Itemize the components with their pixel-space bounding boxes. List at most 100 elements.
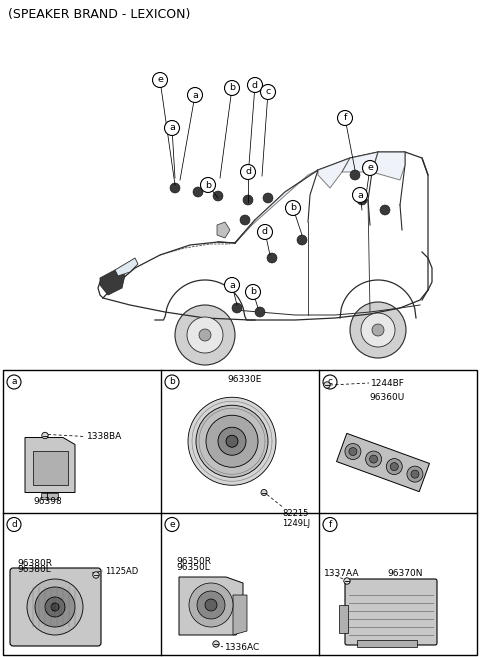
Circle shape bbox=[196, 405, 268, 477]
Bar bbox=[339, 605, 348, 633]
Circle shape bbox=[337, 110, 352, 125]
Circle shape bbox=[165, 375, 179, 389]
Circle shape bbox=[344, 578, 350, 584]
Circle shape bbox=[27, 579, 83, 635]
Circle shape bbox=[407, 466, 423, 482]
Text: 96370N: 96370N bbox=[387, 568, 422, 578]
Text: a: a bbox=[169, 124, 175, 133]
Circle shape bbox=[218, 427, 246, 455]
Circle shape bbox=[349, 447, 357, 455]
Text: 1336AC: 1336AC bbox=[225, 643, 260, 652]
Circle shape bbox=[350, 302, 406, 358]
Circle shape bbox=[240, 215, 250, 225]
Circle shape bbox=[248, 78, 263, 93]
Circle shape bbox=[153, 72, 168, 87]
Bar bbox=[357, 640, 417, 647]
FancyBboxPatch shape bbox=[345, 579, 437, 645]
Circle shape bbox=[199, 329, 211, 341]
Circle shape bbox=[42, 432, 48, 439]
Polygon shape bbox=[372, 152, 405, 180]
Circle shape bbox=[225, 81, 240, 95]
Circle shape bbox=[261, 489, 267, 495]
Text: a: a bbox=[357, 191, 363, 200]
Circle shape bbox=[170, 183, 180, 193]
Circle shape bbox=[370, 455, 378, 463]
Circle shape bbox=[51, 603, 59, 611]
Circle shape bbox=[350, 170, 360, 180]
Text: a: a bbox=[229, 281, 235, 290]
Circle shape bbox=[411, 470, 419, 478]
Circle shape bbox=[213, 641, 219, 647]
Polygon shape bbox=[115, 258, 138, 276]
Circle shape bbox=[366, 451, 382, 467]
Text: d: d bbox=[11, 520, 17, 529]
Circle shape bbox=[175, 305, 235, 365]
Circle shape bbox=[197, 591, 225, 619]
FancyBboxPatch shape bbox=[10, 568, 101, 646]
Text: e: e bbox=[367, 164, 373, 173]
Text: 96380L: 96380L bbox=[17, 565, 51, 574]
Text: 96360U: 96360U bbox=[369, 394, 404, 403]
Text: e: e bbox=[157, 76, 163, 85]
Bar bbox=[3, 370, 477, 655]
Circle shape bbox=[205, 599, 217, 611]
Circle shape bbox=[362, 160, 377, 175]
Circle shape bbox=[93, 572, 99, 578]
Circle shape bbox=[45, 597, 65, 617]
Circle shape bbox=[286, 200, 300, 215]
Circle shape bbox=[226, 435, 238, 447]
Text: 1244BF: 1244BF bbox=[371, 378, 405, 388]
Circle shape bbox=[352, 187, 368, 202]
Circle shape bbox=[225, 277, 240, 292]
Circle shape bbox=[213, 191, 223, 201]
Circle shape bbox=[357, 195, 367, 205]
Circle shape bbox=[380, 205, 390, 215]
Text: 96398: 96398 bbox=[33, 497, 62, 506]
Text: b: b bbox=[250, 288, 256, 296]
Polygon shape bbox=[318, 158, 350, 188]
Circle shape bbox=[257, 225, 273, 240]
Polygon shape bbox=[41, 493, 58, 499]
Circle shape bbox=[187, 317, 223, 353]
Circle shape bbox=[165, 120, 180, 135]
Circle shape bbox=[324, 382, 330, 388]
Circle shape bbox=[7, 518, 21, 532]
Circle shape bbox=[261, 85, 276, 99]
Circle shape bbox=[7, 375, 21, 389]
Text: 96380R: 96380R bbox=[17, 559, 52, 568]
Text: d: d bbox=[262, 227, 268, 237]
Polygon shape bbox=[233, 595, 247, 635]
Text: 82215
1249LJ: 82215 1249LJ bbox=[282, 509, 310, 528]
Polygon shape bbox=[235, 170, 318, 243]
Polygon shape bbox=[217, 222, 230, 238]
Circle shape bbox=[361, 313, 395, 347]
Text: d: d bbox=[245, 168, 251, 177]
Circle shape bbox=[263, 193, 273, 203]
Text: (SPEAKER BRAND - LEXICON): (SPEAKER BRAND - LEXICON) bbox=[8, 8, 191, 21]
Circle shape bbox=[165, 518, 179, 532]
Text: b: b bbox=[205, 181, 211, 189]
Circle shape bbox=[372, 324, 384, 336]
Polygon shape bbox=[33, 451, 68, 484]
Circle shape bbox=[35, 587, 75, 627]
Text: c: c bbox=[265, 87, 271, 97]
Circle shape bbox=[206, 415, 258, 467]
Circle shape bbox=[386, 459, 402, 474]
Text: f: f bbox=[328, 520, 332, 529]
Text: b: b bbox=[229, 83, 235, 93]
Circle shape bbox=[245, 284, 261, 300]
Circle shape bbox=[240, 164, 255, 179]
Circle shape bbox=[345, 443, 361, 459]
Circle shape bbox=[193, 187, 203, 197]
Circle shape bbox=[323, 375, 337, 389]
Circle shape bbox=[188, 397, 276, 486]
Circle shape bbox=[255, 307, 265, 317]
Text: e: e bbox=[169, 520, 175, 529]
Text: 1125AD: 1125AD bbox=[105, 566, 138, 576]
Text: b: b bbox=[169, 378, 175, 386]
Text: d: d bbox=[252, 81, 258, 89]
Circle shape bbox=[323, 518, 337, 532]
Text: 1337AA: 1337AA bbox=[324, 568, 360, 578]
Text: 96350R: 96350R bbox=[176, 557, 211, 566]
Text: 96330E: 96330E bbox=[228, 376, 262, 384]
